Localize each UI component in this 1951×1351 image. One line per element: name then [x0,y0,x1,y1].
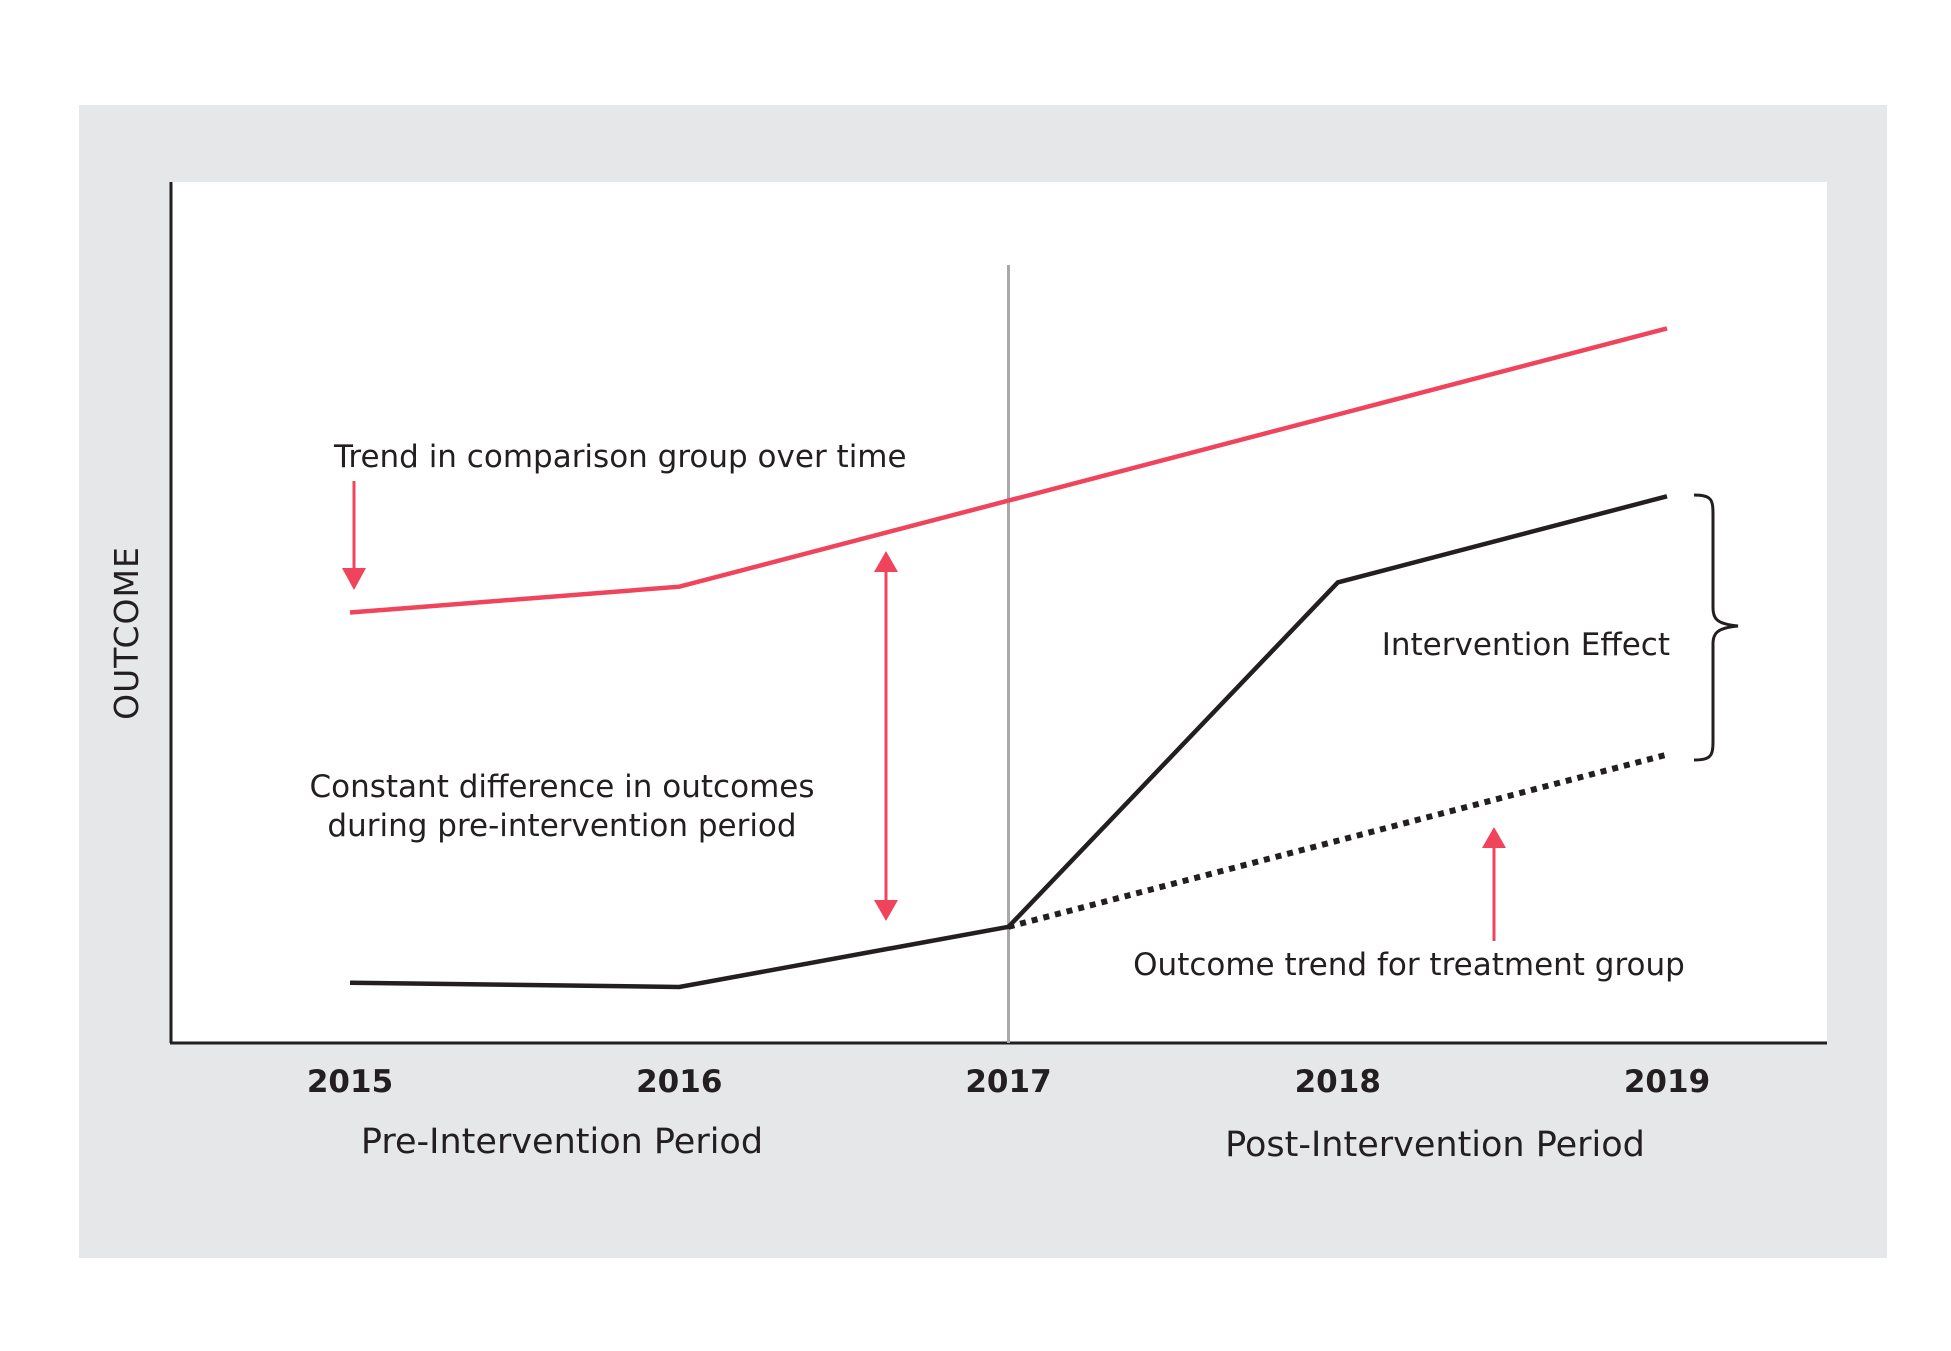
constant-difference-annotation-line2: during pre-intervention period [327,808,796,844]
x-tick-label-2016: 2016 [636,1064,722,1100]
treatment-counterfactual-dotted-line [1007,751,1668,930]
x-tick-label-2015: 2015 [307,1064,393,1100]
x-tick-labels: 2015 2016 2017 2018 2019 [307,1064,1710,1100]
pre-intervention-period-label: Pre-Intervention Period [361,1122,763,1162]
x-tick-label-2018: 2018 [1295,1064,1381,1100]
constant-difference-annotation-line1: Constant difference in outcomes [309,769,814,805]
post-intervention-period-label: Post-Intervention Period [1225,1125,1645,1165]
comparison-group-line [349,326,1668,615]
comparison-trend-annotation: Trend in comparison group over time [333,439,907,475]
y-axis-title: OUTCOME [107,546,146,720]
treatment-trend-arrow [1482,827,1506,941]
intervention-effect-annotation: Intervention Effect [1382,627,1670,663]
plot-area [170,182,1827,1042]
x-tick-label-2017: 2017 [965,1064,1051,1100]
intervention-effect-brace [1693,493,1739,762]
comparison-trend-arrow [342,481,366,590]
x-tick-label-2019: 2019 [1624,1064,1710,1100]
constant-difference-double-arrow [874,551,898,921]
treatment-trend-annotation: Outcome trend for treatment group [1133,947,1685,983]
